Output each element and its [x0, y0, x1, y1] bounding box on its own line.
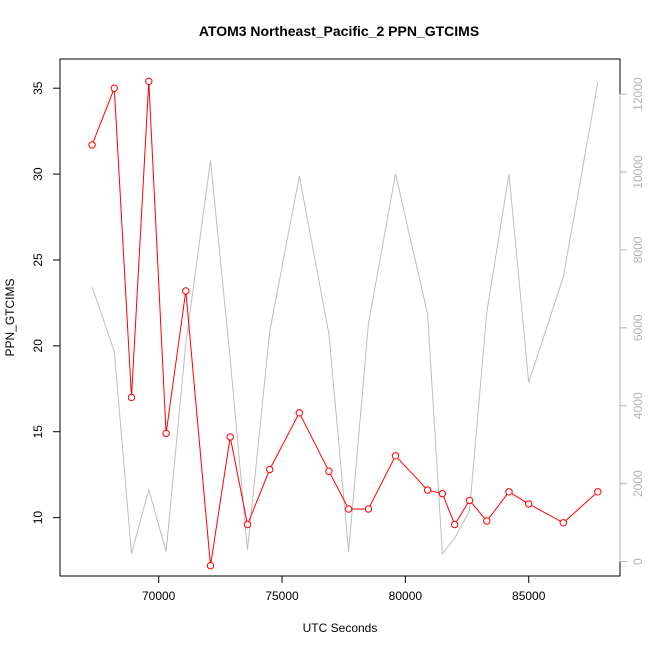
data-point — [483, 517, 491, 525]
y2-tick-label: 12000 — [631, 77, 645, 111]
y-tick-label: 30 — [31, 167, 45, 181]
axes: 70000 75000 80000 85000 10 15 20 25 30 35 0 2000 400… — [31, 77, 645, 603]
data-point — [206, 562, 215, 570]
data-point — [110, 84, 119, 92]
y-tick-label: 15 — [31, 425, 45, 439]
data-point — [364, 505, 373, 513]
data-point — [88, 141, 96, 149]
y2-tick-label: 10000 — [631, 155, 645, 189]
plot-frame — [59, 58, 621, 577]
data-point — [438, 489, 447, 498]
data-point — [266, 465, 274, 474]
y-tick-label: 20 — [31, 339, 45, 353]
data-point — [325, 467, 333, 475]
data-point — [451, 520, 459, 529]
data-point — [559, 519, 567, 527]
x-axis-label: UTC Seconds — [303, 621, 378, 635]
data-point — [243, 520, 252, 529]
data-point — [391, 452, 400, 460]
data-point — [145, 77, 153, 86]
y-tick-label: 35 — [31, 81, 45, 95]
y-axis-label: PPN_GTCIMS — [3, 278, 17, 356]
data-point — [344, 505, 353, 513]
data-point — [594, 488, 602, 496]
data-point — [465, 496, 474, 505]
data-point — [295, 409, 303, 417]
y-tick-label: 25 — [31, 253, 45, 267]
data-point — [162, 429, 170, 438]
data-point — [127, 393, 136, 402]
plot-area — [88, 77, 602, 570]
data-point — [505, 488, 513, 496]
data-point — [423, 486, 432, 494]
x-tick-label: 80000 — [389, 589, 423, 603]
x-tick-label: 85000 — [512, 589, 546, 603]
x-tick-label: 70000 — [142, 589, 176, 603]
data-point — [226, 433, 234, 441]
data-point — [182, 287, 190, 295]
series-line-left — [91, 81, 599, 566]
x-tick-label: 75000 — [265, 589, 299, 603]
data-point — [525, 500, 533, 508]
chart-title: ATOM3 Northeast_Pacific_2 PPN_GTCIMS — [199, 23, 479, 39]
series-line-right — [91, 82, 599, 556]
y2-tick-label: 8000 — [631, 236, 645, 263]
y2-tick-label: 6000 — [631, 314, 645, 341]
y2-tick-label: 2000 — [631, 470, 645, 497]
y-tick-label: 10 — [31, 511, 45, 525]
y2-tick-label: 0 — [631, 558, 645, 565]
y2-tick-label: 4000 — [631, 392, 645, 419]
